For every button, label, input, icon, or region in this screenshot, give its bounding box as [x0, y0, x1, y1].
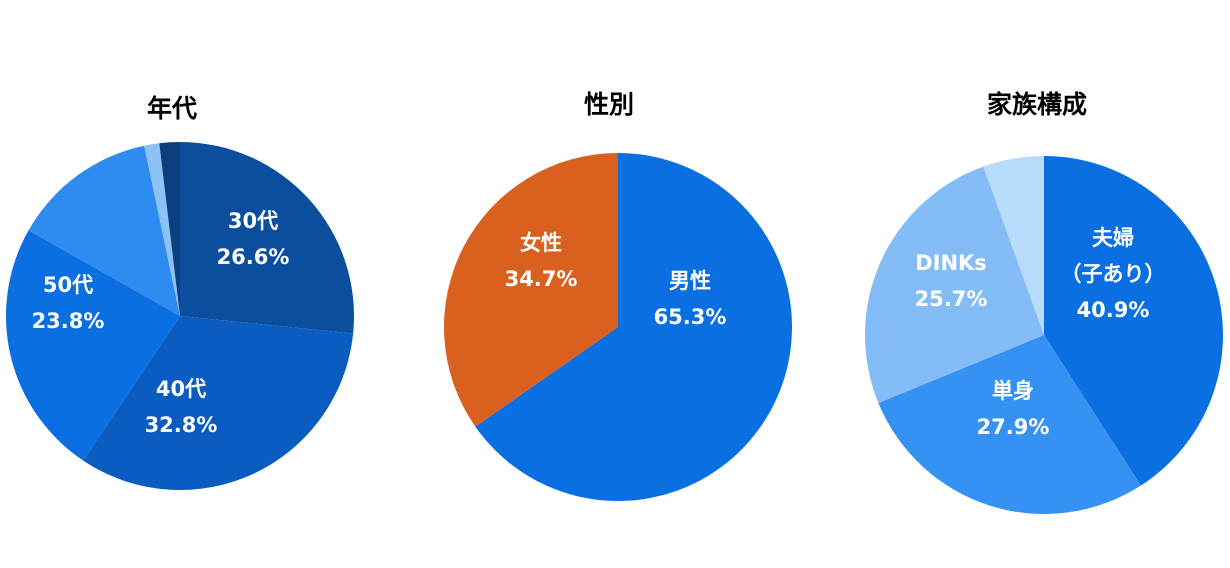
pie-slice — [83, 316, 354, 490]
age-pie-chart: 30代 26.6% 40代 32.8% 50代 23.8% 年代 — [6, 94, 354, 490]
pie-slice — [864, 166, 1044, 403]
pie-slice — [144, 143, 180, 316]
slice-data-label: DINKs — [915, 251, 987, 275]
slice-data-label: 40.9% — [1077, 298, 1150, 322]
slice-data-label: 32.8% — [145, 413, 218, 437]
slice-data-label: 30代 — [228, 209, 278, 233]
pie-slice — [983, 156, 1044, 335]
slice-data-label: 女性 — [520, 231, 562, 255]
slice-data-label: 40代 — [156, 377, 206, 401]
slice-data-label: 単身 — [992, 379, 1034, 403]
slice-data-label: 男性 — [669, 269, 711, 293]
pie-slice — [475, 153, 793, 502]
chart-title: 年代 — [147, 94, 197, 123]
slice-data-label: 25.7% — [915, 287, 988, 311]
chart-title: 性別 — [584, 90, 634, 119]
pie-slice — [444, 153, 618, 427]
slice-data-label: 23.8% — [32, 309, 105, 333]
slice-data-label: 26.6% — [217, 245, 290, 269]
pie-slice — [159, 142, 180, 316]
slice-data-label: 夫婦 — [1092, 226, 1134, 250]
gender-pie-chart: 男性 65.3% 女性 34.7% 性別 — [444, 90, 793, 502]
slice-data-label: 27.9% — [977, 415, 1050, 439]
pie-slice — [1044, 156, 1224, 486]
pie-slice — [6, 230, 181, 461]
pie-slice — [28, 145, 181, 316]
chart-title: 家族構成 — [987, 90, 1087, 119]
slice-data-label: 65.3% — [654, 305, 727, 329]
slice-data-label: 34.7% — [505, 267, 578, 291]
pie-slice — [878, 335, 1141, 515]
pie-slice — [180, 142, 354, 334]
slice-data-label: 50代 — [43, 273, 93, 297]
family-pie-chart: 夫婦 （子あり） 40.9% 単身 27.9% DINKs 25.7% 家族構成 — [864, 90, 1224, 515]
slice-data-label: （子あり） — [1061, 262, 1166, 286]
